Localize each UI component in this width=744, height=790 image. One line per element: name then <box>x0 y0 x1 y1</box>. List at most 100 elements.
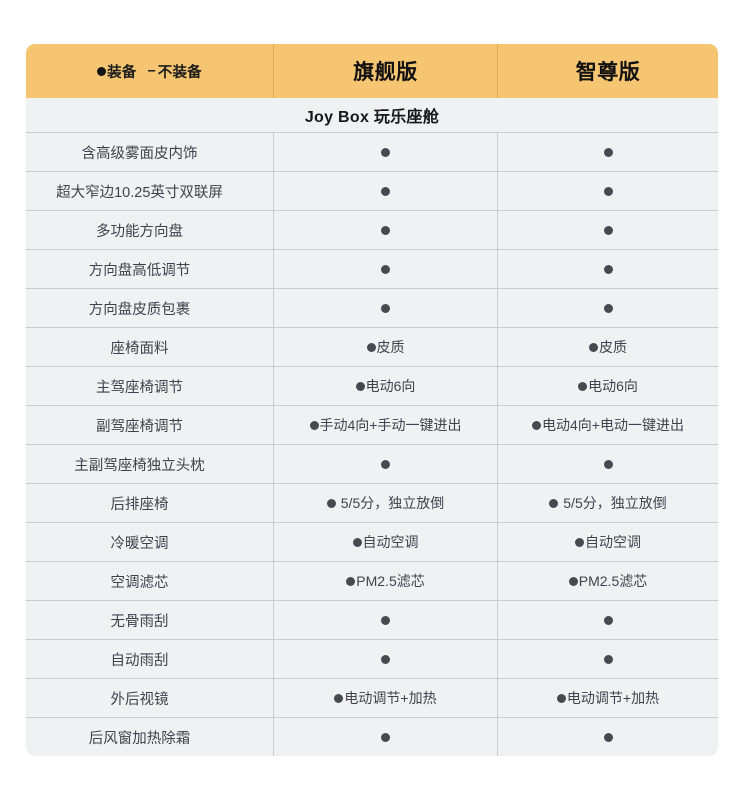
filled-dot-icon <box>532 420 542 430</box>
filled-dot-icon <box>381 303 390 313</box>
value-cell-premium <box>497 640 718 678</box>
table-body: 含高级雾面皮内饰超大窄边10.25英寸双联屏 多功能方向盘 方向盘高低调节 方向盘皮质… <box>26 133 718 756</box>
value-text: 自动空调 <box>585 534 641 550</box>
feature-label: 自动雨刮 <box>110 652 169 669</box>
filled-dot-icon <box>366 342 376 352</box>
value-cell-flagship: 自动空调 <box>273 523 497 561</box>
value-cell-flagship <box>273 133 497 171</box>
feature-label: 方向盘高低调节 <box>88 262 191 279</box>
feature-label: 外后视镜 <box>110 691 169 708</box>
value-cell-premium <box>497 172 718 210</box>
feature-label: 超大窄边10.25英寸双联屏 <box>56 184 223 201</box>
filled-dot-icon <box>97 66 107 76</box>
table-row: 自动雨刮 <box>26 640 718 679</box>
group-heading-joy-box: Joy Box 玩乐座舱 <box>26 98 718 133</box>
value-cell-flagship <box>273 640 497 678</box>
feature-label: 多功能方向盘 <box>96 223 183 240</box>
table-row: 空调滤芯 PM2.5滤芯 PM2.5滤芯 <box>26 562 718 601</box>
table-header-row: 装备 – 不装备 旗舰版 智尊版 <box>26 44 718 98</box>
filled-dot-icon <box>575 537 584 547</box>
filled-dot-icon <box>352 537 362 547</box>
value-cell-flagship: PM2.5滤芯 <box>273 562 497 600</box>
filled-dot-icon <box>355 381 365 391</box>
table-row: 外后视镜 电动调节+加热 电动调节+加热 <box>26 679 718 718</box>
value-cell-flagship: 皮质 <box>273 328 497 366</box>
table-row: 多功能方向盘 <box>26 211 718 250</box>
value-text: 电动6向 <box>588 378 638 394</box>
table-row: 无骨雨刮 <box>26 601 718 640</box>
spec-comparison-table: 装备 – 不装备 旗舰版 智尊版 Joy Box 玩乐座舱 含高级雾面皮内饰超大窄边… <box>26 44 718 756</box>
value-cell-premium <box>497 289 718 327</box>
value-cell-premium: 皮质 <box>497 328 718 366</box>
value-cell-flagship: 电动6向 <box>273 367 497 405</box>
feature-label: 冷暖空调 <box>110 535 169 552</box>
table-row: 超大窄边10.25英寸双联屏 <box>26 172 718 211</box>
value-text: 5/5分，独立放倒 <box>563 495 667 511</box>
feature-label: 含高级雾面皮内饰 <box>81 145 198 162</box>
filled-dot-icon <box>381 225 390 235</box>
value-cell-flagship <box>273 172 497 210</box>
value-cell-flagship <box>273 601 497 639</box>
value-cell-premium: 自动空调 <box>497 523 718 561</box>
filled-dot-icon <box>603 459 613 469</box>
filled-dot-icon <box>578 381 588 391</box>
filled-dot-icon <box>334 693 344 703</box>
table-row: 后排座椅 5/5分，独立放倒 5/5分，独立放倒 <box>26 484 718 523</box>
filled-dot-icon <box>549 498 559 508</box>
feature-label: 主驾座椅调节 <box>96 379 183 396</box>
value-text: 自动空调 <box>362 534 419 550</box>
filled-dot-icon <box>381 615 390 625</box>
value-text: 电动调节+加热 <box>566 690 660 706</box>
value-text: 皮质 <box>599 339 627 355</box>
value-text: 5/5分，独立放倒 <box>340 495 445 511</box>
table-row: 冷暖空调 自动空调 自动空调 <box>26 523 718 562</box>
legend-cell: 装备 – 不装备 <box>26 44 273 98</box>
value-cell-flagship <box>273 250 497 288</box>
feature-label: 方向盘皮质包裹 <box>88 301 191 318</box>
value-cell-premium <box>497 718 718 756</box>
value-cell-premium <box>497 601 718 639</box>
table-row: 主驾座椅调节 电动6向 电动6向 <box>26 367 718 406</box>
value-cell-premium: 电动6向 <box>497 367 718 405</box>
value-cell-premium: 电动调节+加热 <box>497 679 718 717</box>
value-cell-premium <box>497 250 718 288</box>
filled-dot-icon <box>381 264 390 274</box>
value-cell-premium <box>497 211 718 249</box>
table-row: 副驾座椅调节 手动4向+手动一键进出 电动4向+电动一键进出 <box>26 406 718 445</box>
filled-dot-icon <box>381 186 390 196</box>
filled-dot-icon <box>381 654 390 664</box>
filled-dot-icon <box>603 654 613 664</box>
legend-separator: – <box>147 63 156 79</box>
value-text: 皮质 <box>376 339 405 355</box>
filled-dot-icon <box>603 303 613 313</box>
filled-dot-icon <box>603 732 613 742</box>
feature-label: 后排座椅 <box>110 496 169 513</box>
value-text: 手动4向+手动一键进出 <box>319 417 462 433</box>
value-cell-flagship <box>273 718 497 756</box>
feature-label: 副驾座椅调节 <box>96 418 183 435</box>
filled-dot-icon <box>326 498 336 508</box>
column-header-flagship: 旗舰版 <box>273 44 497 98</box>
filled-dot-icon <box>589 342 598 352</box>
table-row: 座椅面料 皮质 皮质 <box>26 328 718 367</box>
value-cell-premium: 5/5分，独立放倒 <box>497 484 718 522</box>
value-cell-premium: PM2.5滤芯 <box>497 562 718 600</box>
filled-dot-icon <box>603 225 613 235</box>
filled-dot-icon <box>556 693 566 703</box>
value-cell-flagship <box>273 289 497 327</box>
value-text: 电动调节+加热 <box>344 690 437 706</box>
value-cell-premium: 电动4向+电动一键进出 <box>497 406 718 444</box>
table-row: 方向盘皮质包裹 <box>26 289 718 328</box>
table-row: 主副驾座椅独立头枕 <box>26 445 718 484</box>
value-cell-flagship <box>273 445 497 483</box>
value-cell-flagship: 电动调节+加热 <box>273 679 497 717</box>
filled-dot-icon <box>603 147 613 157</box>
value-text: PM2.5滤芯 <box>356 573 425 589</box>
filled-dot-icon <box>381 147 390 157</box>
filled-dot-icon <box>346 576 356 586</box>
value-text: 电动4向+电动一键进出 <box>542 417 684 433</box>
filled-dot-icon <box>603 615 613 625</box>
feature-label: 座椅面料 <box>110 340 169 357</box>
value-cell-premium <box>497 445 718 483</box>
filled-dot-icon <box>603 264 613 274</box>
